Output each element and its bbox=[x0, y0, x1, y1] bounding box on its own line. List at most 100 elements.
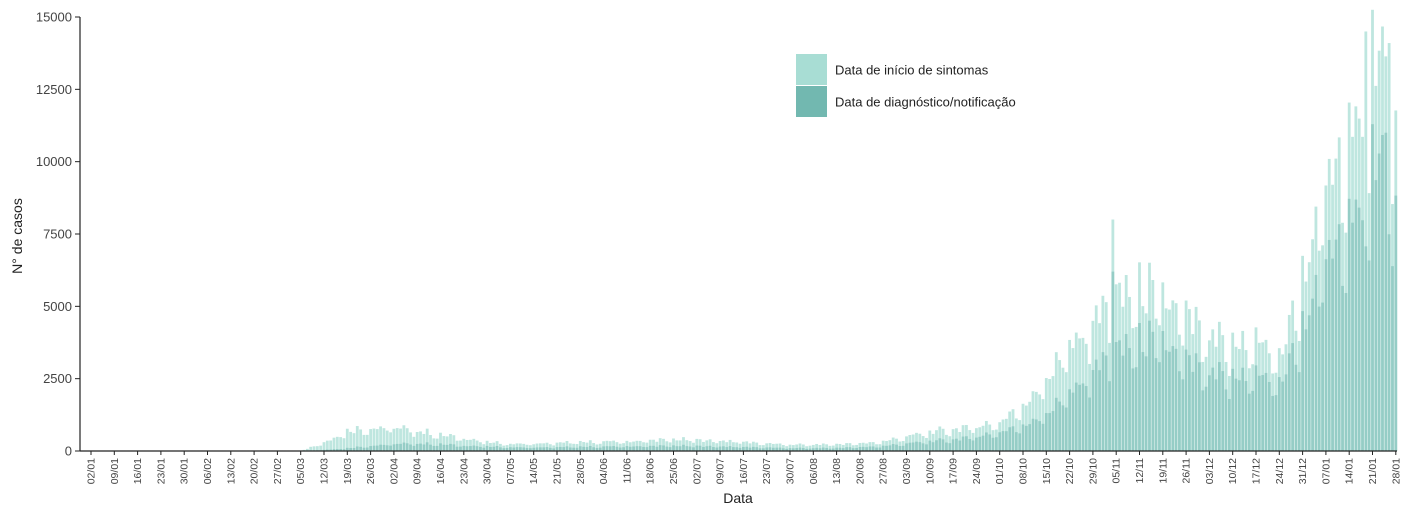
diagnosis-bar bbox=[602, 446, 605, 451]
diagnosis-bar bbox=[1084, 386, 1088, 451]
diagnosis-bar bbox=[1394, 195, 1398, 451]
onset-bar bbox=[751, 441, 755, 451]
diagnosis-bar bbox=[608, 446, 612, 451]
x-tick-label: 22/10 bbox=[1064, 458, 1076, 484]
diagnosis-bar bbox=[1198, 362, 1201, 451]
onset-bar bbox=[625, 440, 629, 451]
diagnosis-bar bbox=[988, 434, 992, 451]
x-tick-label: 29/10 bbox=[1087, 458, 1099, 484]
onset-bar bbox=[542, 443, 546, 451]
diagnosis-bar bbox=[1188, 355, 1191, 451]
onset-bar bbox=[705, 440, 709, 451]
diagnosis-bar bbox=[1341, 285, 1344, 451]
diagnosis-bar bbox=[925, 444, 928, 451]
diagnosis-bar bbox=[1048, 413, 1052, 451]
diagnosis-bar bbox=[538, 447, 542, 451]
diagnosis-bar bbox=[568, 447, 572, 451]
diagnosis-bar bbox=[1068, 389, 1071, 451]
diagnosis-bar bbox=[588, 445, 592, 451]
diagnosis-bar bbox=[562, 447, 566, 451]
diagnosis-bar bbox=[1104, 355, 1108, 451]
onset-bar bbox=[415, 432, 419, 451]
diagnosis-bar bbox=[1158, 362, 1161, 451]
diagnosis-bar bbox=[795, 448, 799, 451]
x-tick-label: 28/05 bbox=[575, 458, 587, 484]
diagnosis-bar bbox=[961, 436, 965, 451]
diagnosis-bar bbox=[1254, 365, 1258, 451]
onset-bar bbox=[412, 436, 416, 451]
diagnosis-bar bbox=[575, 447, 579, 451]
diagnosis-bar bbox=[535, 447, 539, 451]
diagnosis-bar bbox=[998, 432, 1002, 451]
diagnosis-bar bbox=[692, 447, 695, 451]
onset-bar bbox=[665, 441, 669, 451]
x-tick-label: 13/02 bbox=[225, 458, 237, 484]
diagnosis-bar bbox=[835, 447, 838, 451]
diagnosis-bar bbox=[791, 448, 795, 451]
diagnosis-bar bbox=[841, 448, 845, 451]
diagnosis-bar bbox=[455, 446, 459, 451]
diagnosis-bar bbox=[698, 445, 702, 451]
diagnosis-bar bbox=[911, 442, 915, 451]
y-tick-label: 5000 bbox=[43, 299, 72, 314]
diagnosis-bar bbox=[585, 447, 589, 451]
diagnosis-bar bbox=[1284, 374, 1288, 451]
onset-bar bbox=[532, 444, 536, 451]
onset-bar bbox=[479, 442, 482, 451]
diagnosis-bar bbox=[821, 447, 825, 451]
onset-bar bbox=[628, 442, 632, 451]
diagnosis-bar bbox=[898, 446, 902, 451]
diagnosis-bar bbox=[395, 443, 399, 451]
series-diagnosis-bars bbox=[302, 124, 1398, 452]
onset-bar bbox=[399, 428, 402, 451]
onset-bar bbox=[402, 425, 406, 451]
diagnosis-bar bbox=[339, 449, 343, 451]
diagnosis-bar bbox=[875, 447, 878, 451]
diagnosis-bar bbox=[758, 448, 762, 451]
diagnosis-bar bbox=[355, 446, 359, 451]
diagnosis-bar bbox=[971, 440, 975, 451]
diagnosis-bar bbox=[409, 444, 412, 451]
diagnosis-bar bbox=[1011, 426, 1015, 451]
diagnosis-bar bbox=[685, 446, 689, 451]
onset-bar bbox=[558, 442, 562, 451]
x-tick-label: 16/07 bbox=[738, 458, 750, 484]
diagnosis-bar bbox=[865, 447, 868, 451]
diagnosis-bar bbox=[921, 443, 925, 451]
diagnosis-bar bbox=[781, 448, 785, 451]
diagnosis-bar bbox=[362, 447, 366, 451]
onset-bar bbox=[608, 441, 612, 451]
diagnosis-bar bbox=[732, 447, 735, 451]
y-tick-label: 15000 bbox=[36, 10, 72, 25]
onset-bar bbox=[432, 438, 436, 451]
diagnosis-bar bbox=[1121, 355, 1125, 451]
x-tick-label: 02/07 bbox=[691, 458, 703, 484]
onset-bar bbox=[349, 431, 353, 451]
onset-bar bbox=[309, 446, 313, 451]
diagnosis-bar bbox=[505, 447, 509, 451]
diagnosis-bar bbox=[439, 443, 442, 451]
x-tick-label: 19/03 bbox=[342, 458, 354, 484]
x-tick-label: 30/04 bbox=[482, 458, 494, 484]
diagnosis-bar bbox=[329, 449, 333, 451]
diagnosis-bar bbox=[1347, 198, 1351, 451]
onset-bar bbox=[821, 443, 825, 451]
legend-label-onset: Data de início de sintomas bbox=[835, 63, 989, 78]
diagnosis-bar bbox=[1371, 124, 1374, 452]
onset-bar bbox=[765, 443, 769, 451]
diagnosis-bar bbox=[1101, 352, 1105, 451]
diagnosis-bar bbox=[392, 444, 396, 451]
onset-bar bbox=[662, 438, 665, 451]
diagnosis-bar bbox=[459, 446, 462, 451]
onset-bar bbox=[825, 444, 829, 451]
onset-bar bbox=[522, 443, 526, 451]
diagnosis-bar bbox=[1111, 271, 1115, 451]
diagnosis-bar bbox=[1317, 306, 1321, 451]
onset-bar bbox=[745, 441, 749, 451]
diagnosis-bar bbox=[938, 438, 942, 451]
diagnosis-bar bbox=[662, 445, 665, 451]
x-axis-title: Data bbox=[723, 490, 753, 506]
diagnosis-bar bbox=[492, 446, 496, 451]
diagnosis-bar bbox=[1364, 246, 1368, 451]
onset-bar bbox=[638, 440, 642, 451]
